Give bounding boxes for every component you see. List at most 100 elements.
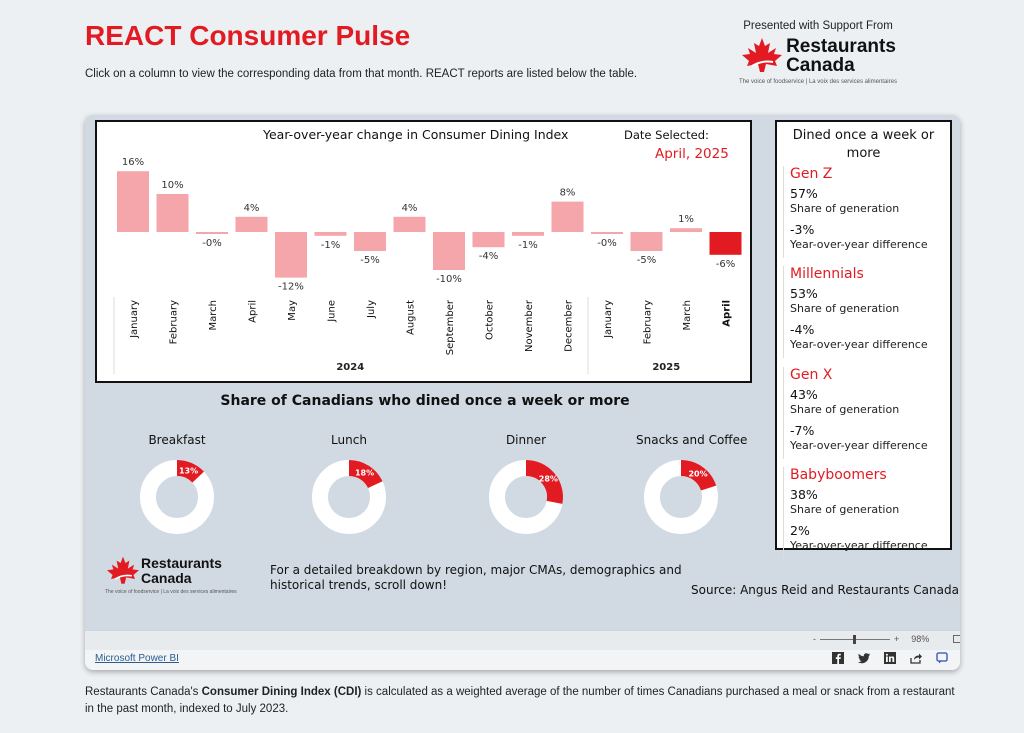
generations-panel: Dined once a week or more Gen Z 57% Shar… bbox=[775, 120, 952, 559]
month-tick-label: June bbox=[327, 300, 338, 323]
month-tick-label: January bbox=[603, 300, 614, 339]
bar-value-label: 10% bbox=[161, 180, 183, 191]
logo-tagline: The voice of foodservice | La voix des s… bbox=[105, 589, 237, 595]
bar-value-label: -12% bbox=[278, 282, 304, 293]
month-tick-label: September bbox=[445, 299, 456, 355]
cdi-description: Restaurants Canada's Consumer Dining Ind… bbox=[85, 684, 965, 718]
bar-value-label: 8% bbox=[560, 188, 576, 199]
logo-line-1: Restaurants bbox=[141, 555, 222, 571]
share-caption: Share of generation bbox=[790, 503, 900, 516]
donut-chart: 13% bbox=[140, 460, 214, 534]
donut-segment[interactable] bbox=[525, 460, 563, 504]
detail-text: For a detailed breakdown by region, majo… bbox=[270, 563, 682, 592]
bar-1[interactable] bbox=[156, 194, 189, 232]
zoom-in-button[interactable]: + bbox=[894, 634, 900, 644]
bar-5[interactable] bbox=[314, 232, 347, 236]
donut-chart: 20% bbox=[644, 460, 718, 534]
share-icon[interactable] bbox=[910, 652, 922, 664]
zoom-out-button[interactable]: - bbox=[813, 634, 816, 644]
donut-value-label: 13% bbox=[179, 466, 198, 475]
bar-value-label: -1% bbox=[518, 240, 537, 251]
month-tick-label: March bbox=[208, 300, 219, 330]
donut-label: Breakfast bbox=[148, 433, 206, 447]
bar-3[interactable] bbox=[235, 216, 268, 232]
chart-title: Year-over-year change in Consumer Dining… bbox=[263, 127, 569, 142]
generation-diff: -4% bbox=[790, 322, 815, 337]
zoom-slider-handle[interactable] bbox=[853, 634, 856, 644]
month-tick-label: February bbox=[169, 300, 180, 344]
month-tick-label: April bbox=[248, 300, 259, 323]
month-tick-label: December bbox=[564, 299, 575, 352]
linkedin-icon[interactable] bbox=[884, 652, 896, 664]
generation-share: 57% bbox=[790, 186, 818, 201]
zoom-level: 98% bbox=[911, 634, 930, 644]
bar-2[interactable] bbox=[196, 232, 228, 234]
donut-dinner[interactable]: Dinner 28% bbox=[481, 433, 571, 541]
bar-15[interactable] bbox=[709, 232, 742, 255]
facebook-icon[interactable] bbox=[832, 652, 844, 664]
bar-value-label: -10% bbox=[436, 274, 462, 285]
bar-10[interactable] bbox=[512, 232, 544, 236]
generation-share: 53% bbox=[790, 286, 818, 301]
donut-label: Lunch bbox=[331, 433, 367, 447]
powerbi-link[interactable]: Microsoft Power BI bbox=[95, 653, 179, 664]
diff-caption: Year-over-year difference bbox=[790, 338, 928, 351]
diff-caption: Year-over-year difference bbox=[790, 238, 928, 251]
feedback-icon[interactable] bbox=[936, 652, 948, 664]
month-tick-label: August bbox=[406, 300, 417, 335]
maple-leaf-icon bbox=[107, 556, 139, 584]
bar-13[interactable] bbox=[630, 232, 663, 251]
date-selected-value: April, 2025 bbox=[655, 146, 729, 162]
donut-value-label: 18% bbox=[355, 469, 374, 478]
donut-snacks[interactable]: Snacks and Coffee 20% bbox=[636, 433, 747, 541]
bar-0[interactable] bbox=[117, 171, 149, 232]
generation-name: Gen Z bbox=[790, 166, 833, 182]
date-selected-label: Date Selected: bbox=[624, 128, 709, 142]
page-title: REACT Consumer Pulse bbox=[85, 20, 411, 51]
logo-line-2: Canada bbox=[786, 55, 855, 76]
generation-diff: 2% bbox=[790, 523, 810, 538]
share-caption: Share of generation bbox=[790, 202, 900, 215]
logo-line-1: Restaurants bbox=[786, 36, 896, 57]
cdi-prefix: Restaurants Canada's bbox=[85, 686, 202, 698]
donut-chart: 18% bbox=[312, 460, 386, 534]
donut-breakfast[interactable]: Breakfast 13% bbox=[132, 433, 222, 541]
source-text: Source: Angus Reid and Restaurants Canad… bbox=[691, 583, 959, 597]
share-icons bbox=[832, 652, 948, 664]
zoom-slider[interactable] bbox=[820, 634, 890, 644]
generation-share: 38% bbox=[790, 487, 818, 502]
generation-card: Gen X 43% Share of generation -7% Year-o… bbox=[783, 367, 943, 459]
month-tick-label: May bbox=[287, 300, 298, 321]
donut-segment[interactable] bbox=[176, 460, 204, 483]
sponsor-block: Presented with Support From Restaurants … bbox=[738, 20, 898, 85]
month-tick-label: November bbox=[524, 299, 535, 352]
donut-segment[interactable] bbox=[680, 460, 717, 492]
bar-11[interactable] bbox=[551, 201, 584, 232]
donut-lunch[interactable]: Lunch 18% bbox=[304, 433, 394, 541]
bar-12[interactable] bbox=[591, 232, 623, 234]
twitter-icon[interactable] bbox=[858, 652, 870, 664]
fit-to-page-icon[interactable] bbox=[953, 635, 960, 643]
bar-7[interactable] bbox=[393, 216, 426, 232]
donut-label: Dinner bbox=[505, 433, 547, 447]
bar-6[interactable] bbox=[354, 232, 386, 251]
generation-share: 43% bbox=[790, 387, 818, 402]
bar-value-label: -4% bbox=[479, 251, 498, 262]
yoy-chart-svg: 16% January 10% February -0% March 4% April -12%… bbox=[113, 157, 742, 374]
bar-14[interactable] bbox=[670, 228, 702, 232]
bar-value-label: 4% bbox=[402, 203, 418, 214]
generation-name: Gen X bbox=[790, 367, 833, 383]
donut-value-label: 28% bbox=[539, 475, 558, 484]
bar-4[interactable] bbox=[275, 232, 307, 278]
bar-value-label: -0% bbox=[597, 238, 616, 249]
logo-tagline: The voice of foodservice | La voix des s… bbox=[739, 79, 897, 85]
powerbi-footer: Microsoft Power BI bbox=[85, 650, 960, 670]
restaurants-canada-logo: Restaurants Canada The voice of foodserv… bbox=[105, 555, 237, 596]
generation-card: Millennials 53% Share of generation -4% … bbox=[783, 266, 943, 358]
bar-9[interactable] bbox=[472, 232, 505, 248]
month-tick-label: April bbox=[722, 300, 733, 327]
year-label: 2024 bbox=[336, 362, 364, 373]
bar-8[interactable] bbox=[433, 232, 465, 270]
zoom-control[interactable]: - + 98% bbox=[813, 634, 960, 644]
donut-segment[interactable] bbox=[348, 460, 383, 489]
